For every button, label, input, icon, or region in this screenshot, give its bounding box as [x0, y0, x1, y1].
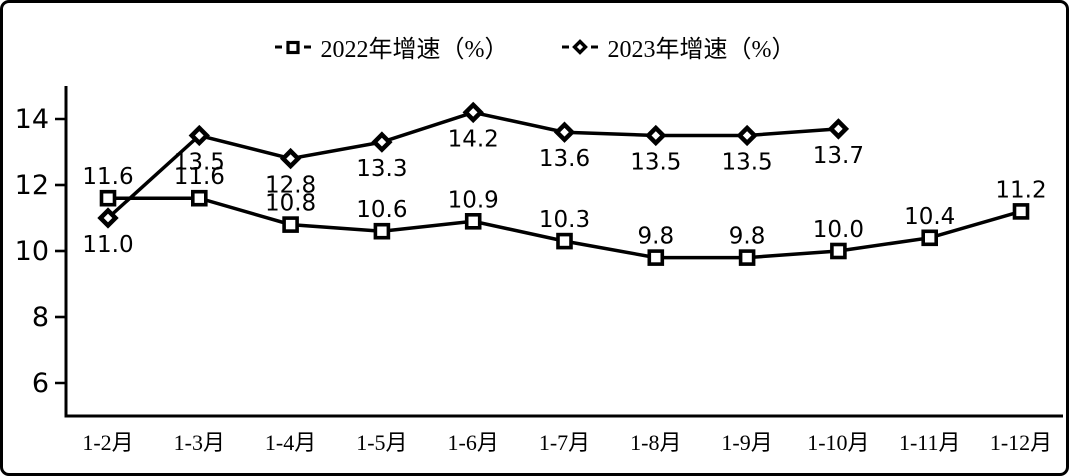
data-point-square — [373, 222, 391, 240]
x-tick-label: 1-6月 — [448, 430, 499, 455]
data-label: 10.9 — [448, 187, 499, 213]
data-point-square — [738, 249, 756, 266]
data-label: 13.3 — [356, 156, 407, 182]
data-label: 10.4 — [904, 204, 955, 230]
data-point-square — [191, 189, 208, 207]
data-point-square — [1012, 203, 1030, 220]
y-tick-label: 12 — [15, 170, 49, 201]
data-point-square — [647, 249, 665, 266]
square-marker-icon — [274, 40, 311, 54]
x-tick-label: 1-3月 — [174, 430, 225, 455]
y-tick-label: 14 — [15, 104, 49, 135]
chart-canvas: 6 8 10 12 14 1-2月 1-3月 1-4月 1-5月 1-6月 1-7月 1-8月 1-9月… — [15, 86, 1063, 455]
x-tick-label: 1-7月 — [539, 430, 590, 455]
data-point-square — [99, 189, 117, 207]
data-point-diamond — [736, 124, 758, 147]
data-point-diamond — [188, 124, 210, 147]
data-label: 9.8 — [729, 224, 766, 250]
legend-label-2023: 2023年增速（%） — [607, 37, 796, 63]
data-point-square — [282, 216, 299, 233]
x-tick-label: 1-11月 — [899, 430, 961, 455]
x-tick-label: 1-4月 — [265, 430, 316, 455]
legend-item-2022: 2022年增速（%） — [274, 29, 509, 64]
data-point-diamond — [827, 118, 850, 140]
data-label: 12.8 — [265, 173, 316, 199]
x-tick-label: 1-10月 — [807, 430, 869, 455]
data-label: 11.0 — [82, 232, 133, 258]
data-label: 14.2 — [448, 126, 499, 152]
data-point-diamond — [553, 121, 576, 143]
data-point-square — [556, 232, 573, 250]
data-point-diamond — [645, 124, 667, 147]
axes — [64, 86, 1063, 418]
x-tick-label: 1-8月 — [630, 430, 681, 455]
data-label: 11.6 — [174, 164, 225, 190]
data-point-square — [830, 242, 847, 260]
legend-item-2023: 2023年增速（%） — [561, 29, 796, 64]
data-point-diamond — [279, 147, 302, 170]
data-label: 10.8 — [265, 191, 316, 217]
chart-legend: 2022年增速（%） 2023年增速（%） — [3, 29, 1066, 64]
data-point-diamond — [97, 207, 119, 229]
data-label: 10.0 — [813, 217, 864, 243]
data-label: 13.5 — [630, 150, 681, 176]
data-label: 13.5 — [721, 150, 772, 176]
data-point-diamond — [462, 101, 484, 124]
data-label: 13.6 — [539, 146, 590, 172]
data-label: 9.8 — [638, 224, 675, 250]
x-tick-label: 1-5月 — [356, 430, 407, 455]
y-tick-label: 10 — [15, 236, 49, 267]
data-label: 11.6 — [82, 164, 133, 190]
x-tick-label: 1-12月 — [990, 430, 1052, 455]
y-tick-label: 8 — [32, 302, 49, 333]
x-tick-label: 1-2月 — [82, 430, 133, 455]
legend-label-2022: 2022年增速（%） — [320, 37, 509, 63]
data-point-diamond — [371, 131, 393, 153]
data-point-square — [921, 229, 939, 247]
data-point-square — [464, 213, 482, 230]
y-tick-label: 6 — [32, 368, 49, 399]
data-label: 13.7 — [813, 143, 864, 169]
data-label: 10.3 — [539, 207, 590, 233]
data-label: 13.5 — [174, 150, 225, 176]
data-label: 11.2 — [995, 177, 1046, 203]
x-tick-label: 1-9月 — [721, 430, 772, 455]
data-label: 10.6 — [356, 197, 407, 223]
diamond-marker-icon — [561, 38, 598, 55]
